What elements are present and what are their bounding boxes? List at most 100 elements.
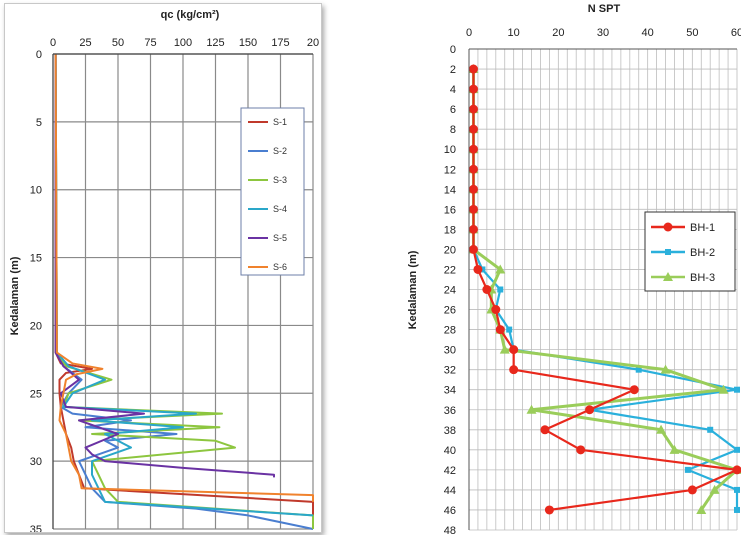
spt-y-tick-label: 0	[450, 44, 456, 56]
spt-legend-marker-bh-3	[663, 272, 673, 281]
spt-point-bh-3	[696, 504, 707, 514]
spt-point-bh-1	[495, 325, 505, 335]
cpt-y-axis-label: Kedalaman (m)	[9, 256, 21, 335]
spt-y-tick-label: 46	[444, 505, 456, 517]
spt-y-tick-label: 32	[444, 365, 456, 377]
spt-y-tick-label: 22	[444, 264, 456, 276]
spt-y-tick-label: 40	[444, 445, 456, 457]
cpt-y-tick-label: 25	[30, 388, 42, 400]
spt-y-axis-label: Kedalaman (m)	[407, 250, 419, 329]
spt-point-bh-3	[709, 484, 720, 494]
cpt-series-line-s-3	[54, 53, 314, 529]
spt-point-bh-1	[576, 445, 586, 455]
spt-point-bh-1	[544, 505, 554, 515]
spt-y-tick-label: 4	[450, 84, 456, 96]
spt-x-tick-label: 30	[597, 27, 609, 39]
spt-y-tick-label: 20	[444, 244, 456, 256]
spt-x-tick-label: 0	[466, 27, 472, 39]
spt-x-tick-label: 10	[508, 27, 520, 39]
spt-y-tick-label: 30	[444, 345, 456, 357]
spt-point-bh-2	[734, 386, 740, 393]
spt-y-tick-label: 18	[444, 224, 456, 236]
spt-point-bh-1	[482, 285, 492, 294]
spt-chart-panel: 0 10 20 30 40 50 60 0 2 4 6 8 10 12 14 16 18 20 22 24 26 28 30…	[392, 0, 741, 535]
spt-point-bh-1	[468, 104, 478, 114]
spt-point-bh-2	[506, 326, 513, 333]
spt-y-tick-label: 34	[444, 385, 456, 397]
spt-point-bh-1	[468, 164, 478, 174]
cpt-x-axis-label: qc (kg/cm²)	[161, 9, 220, 21]
spt-y-tick-label: 14	[444, 184, 456, 196]
spt-point-bh-2	[734, 446, 740, 453]
spt-legend-label-bh-2: BH-2	[690, 247, 715, 259]
spt-y-tick-label: 28	[444, 325, 456, 337]
spt-x-tick-label: 60	[731, 27, 741, 39]
spt-legend-label-bh-1: BH-1	[690, 222, 715, 234]
spt-point-bh-2	[734, 506, 740, 513]
spt-y-tick-label: 48	[444, 525, 456, 535]
spt-y-tick-label: 44	[444, 485, 456, 497]
spt-point-bh-1	[468, 84, 478, 94]
spt-y-tick-label: 24	[444, 285, 456, 297]
cpt-y-tick-label: 5	[36, 117, 42, 129]
spt-point-bh-2	[497, 286, 504, 293]
cpt-y-tick-label: 30	[30, 456, 42, 468]
spt-chart: 0 10 20 30 40 50 60024681012141618202224262830…	[407, 3, 741, 535]
cpt-legend-label-s-1: S-1	[273, 117, 287, 127]
spt-point-bh-1	[585, 405, 595, 415]
spt-point-bh-1	[468, 124, 478, 134]
spt-point-bh-1	[468, 224, 478, 234]
cpt-chart-panel: 0 25 50 75 100 125 150 175 20 0 5 10 15 20 25 30 35 qc (…	[4, 3, 322, 533]
cpt-legend-label-s-6: S-6	[273, 262, 287, 272]
spt-x-tick-label: 50	[686, 27, 698, 39]
cpt-x-tick-label: 125	[206, 37, 224, 49]
cpt-y-tick-label: 15	[30, 253, 42, 265]
spt-y-tick-label: 36	[444, 405, 456, 417]
spt-point-bh-1	[468, 144, 478, 154]
spt-y-tick-label: 8	[450, 124, 456, 136]
spt-point-bh-1	[468, 64, 478, 74]
spt-y-tick-label: 16	[444, 204, 456, 216]
cpt-legend-label-s-2: S-2	[273, 146, 287, 156]
cpt-legend-label-s-5: S-5	[273, 233, 287, 243]
cpt-series-line-s-6	[54, 53, 314, 502]
cpt-y-tick-label: 35	[30, 524, 42, 532]
spt-point-bh-3	[718, 384, 729, 394]
spt-y-tick-label: 42	[444, 465, 456, 477]
spt-legend: BH-1 BH-2 BH-3	[644, 211, 736, 292]
spt-point-bh-1	[509, 365, 519, 375]
cpt-x-tick-label: 25	[79, 37, 91, 49]
spt-point-bh-3	[660, 364, 671, 374]
cpt-x-tick-label: 75	[144, 37, 156, 49]
cpt-y-tick-label: 10	[30, 185, 42, 197]
spt-point-bh-1	[468, 184, 478, 194]
spt-point-bh-3	[499, 344, 510, 354]
cpt-series-line-s-5	[54, 54, 275, 478]
cpt-x-tick-label: 150	[239, 37, 257, 49]
spt-y-tick-label: 10	[444, 144, 456, 156]
cpt-x-tick-label: 20	[307, 37, 319, 49]
spt-legend-marker-bh-2	[665, 249, 671, 255]
spt-y-tick-label: 2	[450, 64, 456, 76]
spt-y-tick-label: 26	[444, 305, 456, 317]
spt-x-tick-label: 40	[642, 27, 654, 39]
spt-x-tick-label: 20	[552, 27, 564, 39]
spt-point-bh-1	[468, 204, 478, 214]
spt-point-bh-3	[495, 264, 506, 274]
cpt-y-tick-label: 20	[30, 320, 42, 332]
spt-point-bh-1	[491, 305, 501, 315]
spt-point-bh-2	[734, 486, 740, 493]
spt-point-bh-1	[540, 425, 550, 435]
spt-point-bh-2	[707, 426, 714, 433]
spt-point-bh-1	[509, 345, 519, 355]
cpt-y-tick-label: 0	[36, 49, 42, 61]
cpt-x-tick-label: 100	[174, 37, 192, 49]
cpt-x-tick-label: 175	[271, 37, 289, 49]
cpt-x-tick-label: 0	[50, 37, 56, 49]
spt-point-bh-3	[669, 444, 680, 454]
cpt-legend-label-s-3: S-3	[273, 175, 287, 185]
spt-point-bh-1	[732, 465, 741, 475]
spt-point-bh-2	[635, 366, 642, 373]
cpt-legend: S-1 S-2 S-3 S-4 S-5 S-6	[240, 107, 305, 276]
